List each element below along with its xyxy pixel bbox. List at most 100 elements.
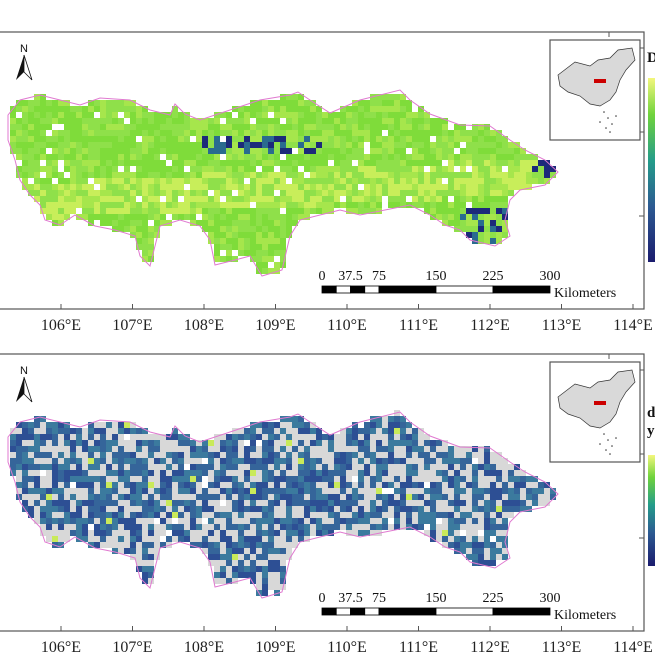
raster-cell: [250, 142, 256, 148]
raster-cell: [478, 190, 484, 196]
raster-cell: [472, 178, 478, 184]
raster-cell: [472, 196, 478, 202]
raster-cell: [436, 512, 442, 518]
raster-cell: [280, 226, 286, 232]
raster-cell: [520, 184, 526, 190]
raster-cell: [106, 160, 112, 166]
raster-cell: [484, 190, 490, 196]
raster-cell: [88, 178, 94, 184]
raster-cell: [160, 482, 166, 488]
raster-cell: [286, 500, 292, 506]
raster-cell: [292, 428, 298, 434]
raster-cell: [148, 488, 154, 494]
raster-cell: [280, 428, 286, 434]
raster-cell: [250, 422, 256, 428]
raster-cell: [172, 118, 178, 124]
raster-cell: [40, 136, 46, 142]
raster-cell: [394, 518, 400, 524]
raster-cell: [214, 440, 220, 446]
raster-cell: [94, 482, 100, 488]
raster-cell: [520, 494, 526, 500]
raster-cell: [364, 142, 370, 148]
raster-cell: [112, 506, 118, 512]
raster-cell: [514, 482, 520, 488]
raster-cell: [238, 208, 244, 214]
raster-cell: [154, 190, 160, 196]
raster-cell: [118, 434, 124, 440]
raster-cell: [244, 434, 250, 440]
raster-cell: [418, 172, 424, 178]
raster-cell: [418, 458, 424, 464]
raster-cell: [58, 452, 64, 458]
raster-cell: [46, 208, 52, 214]
raster-cell: [82, 536, 88, 542]
raster-cell: [172, 124, 178, 130]
raster-cell: [490, 226, 496, 232]
raster-cell: [226, 136, 232, 142]
raster-cell: [424, 488, 430, 494]
raster-cell: [232, 488, 238, 494]
raster-cell: [310, 446, 316, 452]
raster-cell: [238, 226, 244, 232]
raster-cell: [82, 112, 88, 118]
raster-cell: [436, 118, 442, 124]
raster-cell: [34, 476, 40, 482]
raster-cell: [544, 166, 550, 172]
raster-cell: [184, 172, 190, 178]
raster-cell: [412, 178, 418, 184]
raster-cell: [232, 428, 238, 434]
raster-cell: [238, 458, 244, 464]
raster-cell: [16, 166, 22, 172]
raster-cell: [412, 172, 418, 178]
raster-cell: [130, 142, 136, 148]
raster-cell: [58, 190, 64, 196]
raster-cell: [106, 512, 112, 518]
raster-cell: [94, 428, 100, 434]
raster-layer: [10, 88, 556, 274]
raster-cell: [298, 458, 304, 464]
raster-cell: [148, 464, 154, 470]
raster-cell: [478, 184, 484, 190]
raster-cell: [244, 160, 250, 166]
raster-cell: [148, 512, 154, 518]
raster-cell: [274, 572, 280, 578]
raster-cell: [148, 482, 154, 488]
raster-cell: [64, 530, 70, 536]
raster-cell: [346, 118, 352, 124]
raster-cell: [262, 118, 268, 124]
raster-cell: [118, 530, 124, 536]
raster-cell: [352, 530, 358, 536]
raster-cell: [322, 434, 328, 440]
raster-cell: [496, 452, 502, 458]
raster-cell: [208, 560, 214, 566]
raster-cell: [196, 482, 202, 488]
raster-cell: [400, 148, 406, 154]
raster-cell: [298, 506, 304, 512]
raster-cell: [256, 166, 262, 172]
raster-cell: [142, 184, 148, 190]
raster-cell: [148, 160, 154, 166]
raster-cell: [238, 494, 244, 500]
raster-cell: [484, 548, 490, 554]
raster-cell: [196, 446, 202, 452]
raster-cell: [478, 536, 484, 542]
raster-cell: [328, 470, 334, 476]
raster-cell: [478, 512, 484, 518]
raster-cell: [340, 106, 346, 112]
raster-cell: [484, 148, 490, 154]
raster-cell: [244, 136, 250, 142]
raster-cell: [82, 178, 88, 184]
raster-cell: [382, 124, 388, 130]
raster-cell: [388, 136, 394, 142]
raster-cell: [154, 214, 160, 220]
raster-cell: [280, 136, 286, 142]
raster-cell: [412, 434, 418, 440]
raster-cell: [460, 452, 466, 458]
raster-cell: [214, 124, 220, 130]
raster-cell: [208, 488, 214, 494]
raster-cell: [322, 512, 328, 518]
raster-cell: [412, 196, 418, 202]
raster-cell: [322, 142, 328, 148]
raster-cell: [28, 112, 34, 118]
raster-cell: [112, 440, 118, 446]
